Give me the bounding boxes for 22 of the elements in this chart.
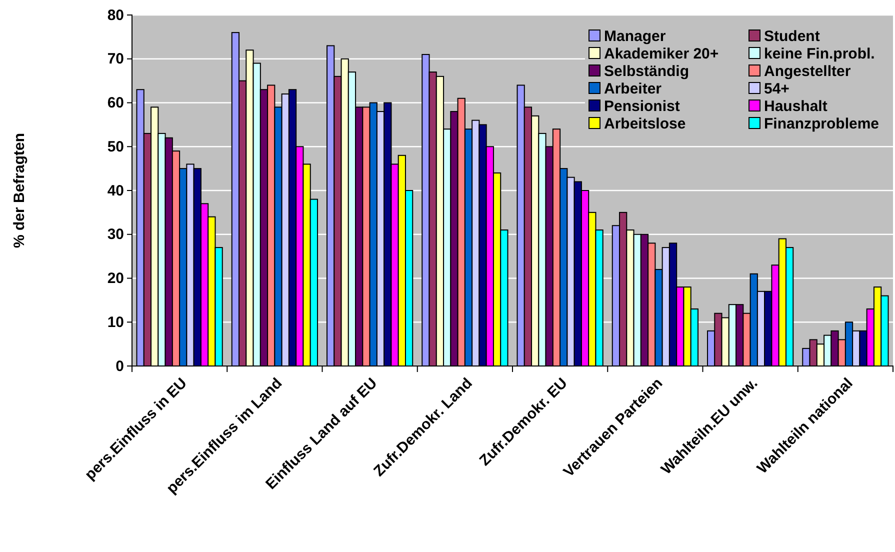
legend-label: Student — [764, 28, 820, 45]
legend-label: Pensionist — [604, 98, 680, 115]
y-tick-label: 20 — [107, 270, 124, 288]
legend-label: Angestellter — [764, 63, 851, 80]
y-tick-label: 80 — [107, 6, 124, 24]
legend-label: Finanzprobleme — [764, 116, 880, 132]
legend-label: Arbeiter — [604, 80, 662, 98]
y-tick-label: 30 — [107, 226, 124, 244]
legend-label: Akademiker 20+ — [604, 46, 719, 62]
y-tick-label: 40 — [107, 182, 124, 200]
legend-label: keine Fin.probl. — [764, 46, 875, 62]
legend-label: Selbständig — [604, 63, 690, 80]
y-tick-label: 60 — [107, 94, 124, 112]
legend-label: Manager — [604, 28, 666, 45]
legend-label: Haushalt — [764, 98, 828, 115]
y-tick-label: 0 — [116, 358, 124, 375]
y-axis-title: % der Befragten — [11, 132, 28, 248]
y-tick-label: 10 — [107, 314, 124, 331]
y-tick-label: 70 — [107, 50, 124, 68]
legend-label: 54+ — [764, 80, 790, 98]
y-tick-label: 50 — [107, 138, 124, 156]
legend-label: Arbeitslose — [604, 116, 686, 132]
